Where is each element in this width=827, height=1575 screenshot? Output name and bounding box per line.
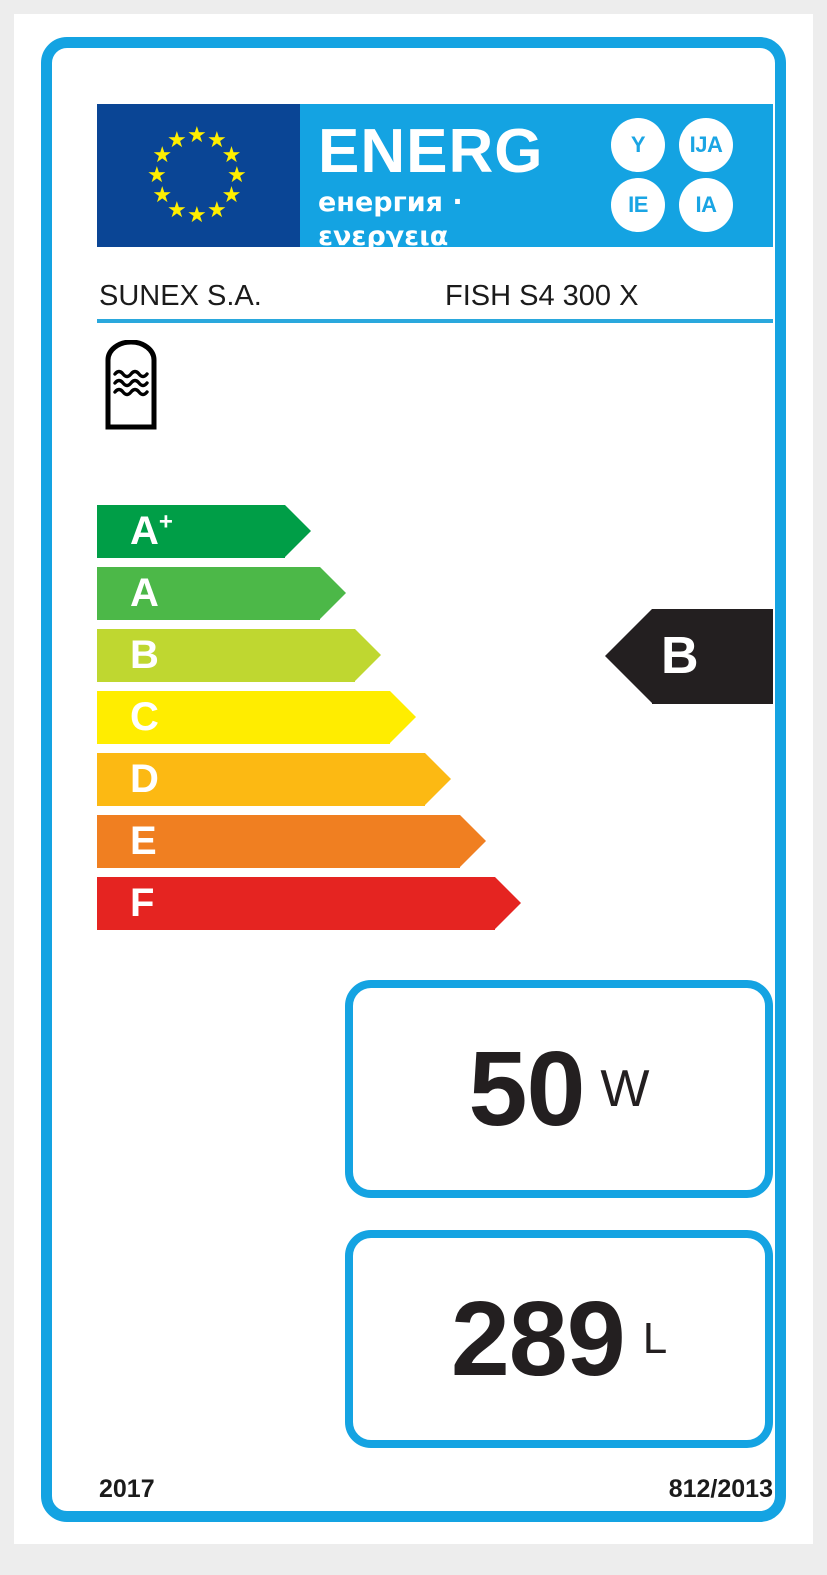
class-arrow-f: F (97, 877, 521, 930)
class-arrow-a: A (97, 567, 346, 620)
class-arrow-d: D (97, 753, 451, 806)
label-blue-frame: ENERG енергия · ενεργεια Y IJA IE IA SUN… (41, 37, 786, 1522)
standing-loss-box: 50 W (345, 980, 773, 1198)
energy-class-row: D (97, 753, 451, 806)
regulation-number: 812/2013 (668, 1475, 773, 1503)
class-arrow-head (320, 567, 346, 619)
standing-loss-unit: W (600, 1060, 650, 1118)
rating-arrow-point (605, 609, 652, 703)
badge-ie: IE (611, 178, 665, 232)
class-arrow-body (97, 505, 285, 558)
class-arrow-label: A (130, 571, 159, 615)
class-arrow-label: F (130, 881, 155, 925)
class-arrow-head (285, 505, 311, 557)
class-arrow-body (97, 815, 460, 868)
class-arrow-b: B (97, 629, 381, 682)
label-footer: 2017 812/2013 (97, 1475, 773, 1515)
identification-divider (97, 319, 773, 323)
class-arrow-body (97, 877, 495, 930)
class-arrow-body (97, 629, 355, 682)
class-arrow-label: D (130, 757, 159, 801)
model-identifier: FISH S4 300 X (445, 280, 639, 312)
label-year: 2017 (99, 1475, 155, 1503)
class-arrow-label: A+ (130, 508, 173, 553)
supplier-name: SUNEX S.A. (99, 280, 262, 312)
energy-banner: ENERG енергия · ενεργεια Y IJA IE IA (300, 104, 773, 252)
standing-loss-value: 50 (468, 1030, 586, 1148)
class-arrow-label: C (130, 695, 159, 739)
energy-class-scale: A+ A B C D E F (97, 505, 773, 945)
class-arrow-head (355, 629, 381, 681)
class-arrow-aplus: A+ (97, 505, 311, 558)
storage-volume-box: 289 L (345, 1230, 773, 1448)
class-arrow-c: C (97, 691, 416, 744)
water-tank-icon (103, 339, 159, 432)
energy-wordmark: ENERG енергия · ενεργεια (318, 118, 596, 254)
energy-word: ENERG (318, 117, 544, 186)
label-card: ENERG енергия · ενεργεια Y IJA IE IA SUN… (14, 14, 813, 1544)
rating-class-letter: B (661, 627, 699, 685)
energy-class-row: A+ (97, 505, 311, 558)
energy-class-row: C (97, 691, 416, 744)
badge-ia: IA (679, 178, 733, 232)
rating-arrow-body (652, 609, 773, 704)
class-arrow-label: E (130, 819, 157, 863)
class-arrow-e: E (97, 815, 486, 868)
energy-class-row: A (97, 567, 346, 620)
class-arrow-body (97, 691, 390, 744)
language-badge-group: Y IJA IE IA (603, 116, 761, 234)
class-arrow-head (460, 815, 486, 867)
class-arrow-head (495, 877, 521, 929)
class-arrow-head (390, 691, 416, 743)
storage-volume-unit: L (642, 1314, 668, 1363)
storage-volume-value: 289 (450, 1280, 626, 1398)
identification-row: SUNEX S.A. FISH S4 300 X (97, 280, 773, 326)
class-arrow-head (425, 753, 451, 805)
class-arrow-label: B (130, 633, 159, 677)
energy-class-row: E (97, 815, 486, 868)
badge-y: Y (611, 118, 665, 172)
label-header: ENERG енергия · ενεργεια Y IJA IE IA (97, 104, 773, 252)
class-arrow-body (97, 567, 320, 620)
badge-ija: IJA (679, 118, 733, 172)
energy-subtitle: енергия · ενεργεια (318, 187, 463, 252)
energy-class-row: F (97, 877, 521, 930)
rating-arrow: B (605, 609, 773, 704)
energy-class-row: B (97, 629, 381, 682)
class-arrow-body (97, 753, 425, 806)
label-content: ENERG енергия · ενεργεια Y IJA IE IA SUN… (97, 90, 806, 1537)
eu-flag-icon (97, 104, 300, 247)
